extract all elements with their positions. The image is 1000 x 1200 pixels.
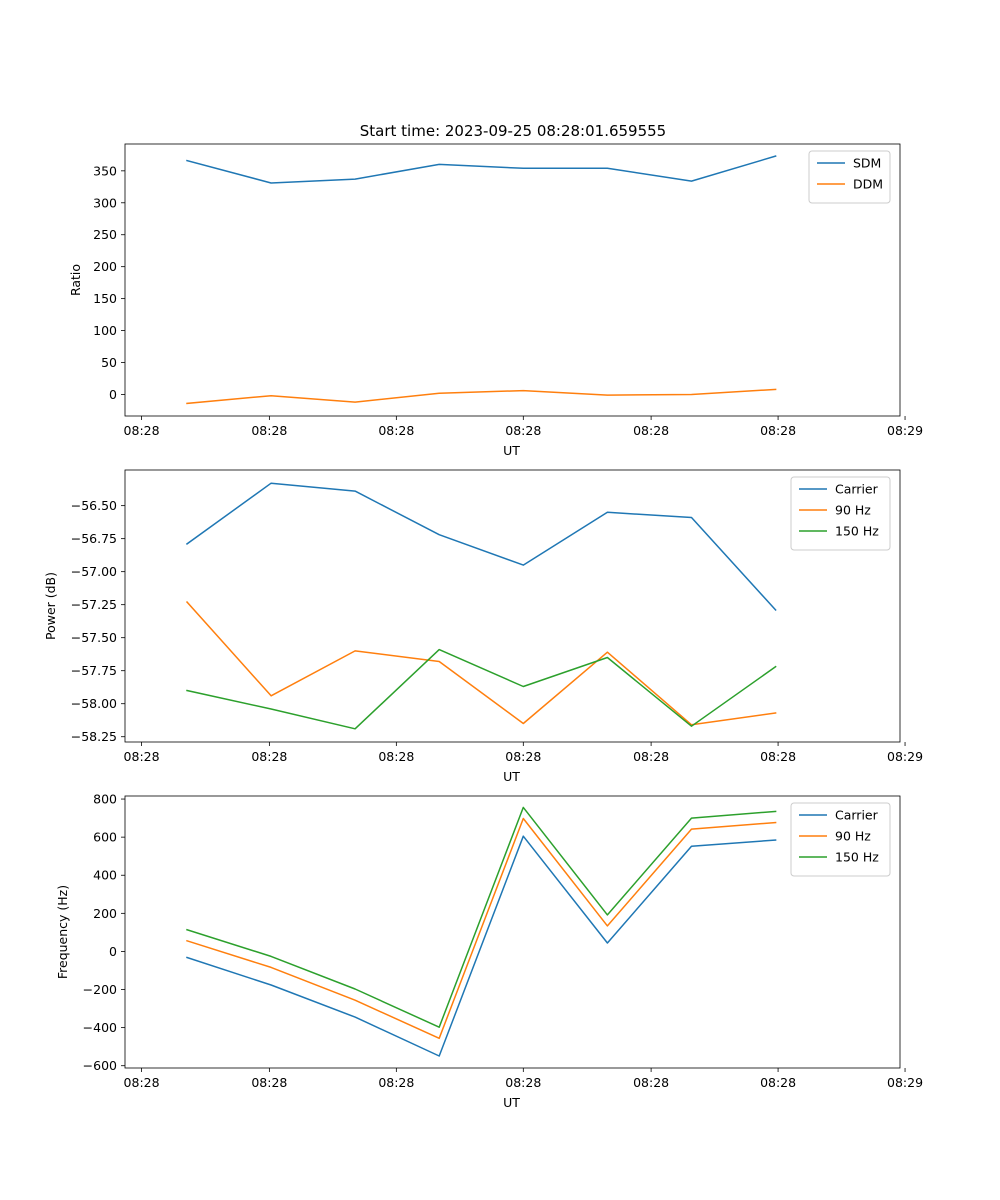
y-tick-label: −56.75 <box>71 531 117 546</box>
y-tick-label: −600 <box>83 1058 117 1073</box>
legend-box <box>808 150 891 204</box>
x-axis-label: UT <box>503 443 520 458</box>
x-tick-label: 08:29 <box>887 1075 923 1090</box>
y-tick-label: −58.00 <box>71 696 117 711</box>
x-tick-label: 08:28 <box>505 749 541 764</box>
x-axis-label: UT <box>503 1095 520 1110</box>
y-axis-label: Ratio <box>68 264 83 296</box>
y-tick-label: 200 <box>93 259 117 274</box>
series-line-ddm <box>186 388 777 405</box>
x-tick-label: 08:28 <box>633 423 669 438</box>
legend-label: 150 Hz <box>835 850 879 865</box>
axes-frame <box>124 143 901 417</box>
x-tick-label: 08:28 <box>251 1075 287 1090</box>
x-tick-label: 08:28 <box>124 1075 160 1090</box>
x-tick-label: 08:28 <box>760 423 796 438</box>
chart-panel-2: 08:28 08:28 08:28 08:28 08:28 08:28 08:29 −58.2… <box>43 469 923 784</box>
y-tick-label: 800 <box>93 792 117 807</box>
y-tick-label: −57.00 <box>71 564 117 579</box>
series-line-sdm <box>186 155 777 184</box>
legend-label: Carrier <box>835 482 879 497</box>
x-tick-label: 08:28 <box>378 749 414 764</box>
x-tick-label: 08:28 <box>378 1075 414 1090</box>
x-tick-label: 08:28 <box>251 423 287 438</box>
x-tick-label: 08:28 <box>633 1075 669 1090</box>
x-tick-label: 08:28 <box>633 749 669 764</box>
series-line-90-hz <box>186 817 777 1040</box>
legend: Carrier 90 Hz 150 Hz <box>790 802 891 877</box>
y-tick-label: 300 <box>93 195 117 210</box>
charts-container: 08:28 08:28 08:28 08:28 08:28 08:28 08:29 0 50 10… <box>43 143 923 1110</box>
y-tick-label: 50 <box>101 355 117 370</box>
series-line-150-hz <box>186 648 777 730</box>
y-tick-label: 0 <box>109 387 117 402</box>
legend: SDM DDM <box>808 150 891 204</box>
y-tick-label: −57.25 <box>71 597 117 612</box>
y-tick-label: 350 <box>93 163 117 178</box>
legend: Carrier 90 Hz 150 Hz <box>790 476 891 551</box>
y-tick-label: 600 <box>93 830 117 845</box>
x-tick-label: 08:29 <box>887 749 923 764</box>
y-tick-label: −400 <box>83 1020 117 1035</box>
series-line-90-hz <box>185 600 777 726</box>
series-line-carrier <box>186 835 777 1057</box>
y-tick-label: −57.75 <box>71 663 117 678</box>
y-tick-label: −56.50 <box>71 498 117 513</box>
y-axis-label: Power (dB) <box>43 572 58 640</box>
x-tick-label: 08:28 <box>251 749 287 764</box>
x-tick-label: 08:29 <box>887 423 923 438</box>
y-tick-label: 400 <box>93 868 117 883</box>
chart-panel-3: 08:28 08:28 08:28 08:28 08:28 08:28 08:29 −600 −… <box>55 792 923 1110</box>
y-tick-label: −57.50 <box>71 630 117 645</box>
x-axis-label: UT <box>503 769 520 784</box>
x-tick-label: 08:28 <box>124 423 160 438</box>
y-tick-label: −200 <box>83 982 117 997</box>
y-axis-label: Frequency (Hz) <box>55 885 70 979</box>
x-tick-label: 08:28 <box>760 1075 796 1090</box>
figure-title: Start time: 2023-09-25 08:28:01.659555 <box>360 122 666 140</box>
series-line-150-hz <box>186 806 777 1028</box>
y-tick-label: 200 <box>93 906 117 921</box>
legend-label: 150 Hz <box>835 524 879 539</box>
axes-frame <box>124 469 901 743</box>
axes-frame <box>124 795 901 1069</box>
y-tick-label: 150 <box>93 291 117 306</box>
legend-label: 90 Hz <box>835 503 871 518</box>
y-tick-label: −58.25 <box>71 729 117 744</box>
x-tick-label: 08:28 <box>505 423 541 438</box>
y-tick-label: 100 <box>93 323 117 338</box>
series-line-carrier <box>185 482 777 612</box>
legend-label: Carrier <box>835 808 879 823</box>
x-tick-label: 08:28 <box>760 749 796 764</box>
legend-label: DDM <box>853 177 883 192</box>
y-tick-label: 250 <box>93 227 117 242</box>
x-tick-label: 08:28 <box>124 749 160 764</box>
x-tick-label: 08:28 <box>378 423 414 438</box>
legend-label: 90 Hz <box>835 829 871 844</box>
y-tick-label: 0 <box>109 944 117 959</box>
legend-label: SDM <box>853 156 881 171</box>
chart-panel-1: 08:28 08:28 08:28 08:28 08:28 08:28 08:29 0 50 10… <box>68 143 923 458</box>
x-tick-label: 08:28 <box>505 1075 541 1090</box>
